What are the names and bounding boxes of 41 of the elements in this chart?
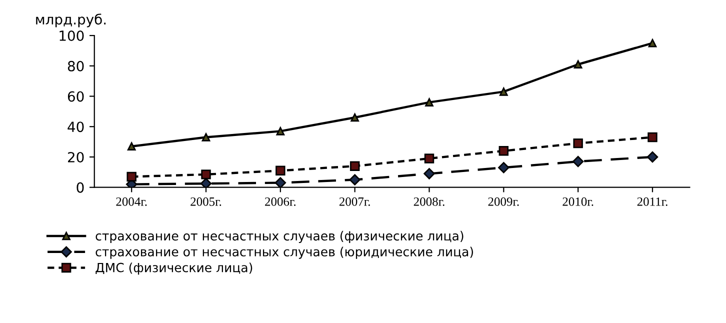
x-tick-label: 2004г. bbox=[116, 197, 147, 206]
y-tick-label: 40 bbox=[68, 122, 84, 132]
legend-label: ДМС (физические лица) bbox=[96, 262, 252, 275]
x-tick-label: 2011г. bbox=[637, 197, 668, 206]
point bbox=[276, 127, 285, 136]
point bbox=[648, 132, 658, 142]
point bbox=[350, 113, 359, 122]
y-tick-label: 20 bbox=[68, 152, 84, 162]
point bbox=[573, 138, 583, 148]
x-tick-label: 2005г. bbox=[190, 197, 222, 206]
y-tick-label: 60 bbox=[68, 91, 84, 102]
point bbox=[349, 174, 360, 186]
y-axis-title: млрд.руб. bbox=[36, 14, 106, 28]
point bbox=[572, 156, 584, 168]
point bbox=[498, 146, 509, 156]
point bbox=[498, 162, 510, 174]
x-tick-label: 2008г. bbox=[414, 197, 444, 206]
point bbox=[200, 178, 212, 188]
x-tick-label: 2007г. bbox=[339, 197, 370, 206]
x-tick-label: 2006г. bbox=[265, 197, 296, 206]
point bbox=[201, 170, 211, 180]
point bbox=[126, 172, 136, 182]
point bbox=[574, 60, 582, 69]
y-tick-label: 80 bbox=[68, 60, 84, 72]
x-tick-label: 2009г. bbox=[488, 197, 519, 206]
point bbox=[424, 168, 435, 180]
point bbox=[424, 154, 434, 164]
point bbox=[274, 177, 286, 188]
x-tick-label: 2010г. bbox=[562, 197, 594, 206]
y-tick-label: 0 bbox=[76, 182, 84, 193]
legend-label: страхование от несчастных случаев (физические лица) bbox=[96, 230, 464, 243]
point bbox=[202, 133, 210, 142]
y-tick-label: 100 bbox=[60, 30, 84, 42]
legend-label: страхование от несчастных случаев (юридические лица) bbox=[96, 246, 474, 259]
point bbox=[127, 142, 136, 151]
point bbox=[276, 166, 286, 176]
point bbox=[648, 38, 657, 48]
point bbox=[646, 151, 658, 163]
point bbox=[425, 98, 434, 106]
point bbox=[499, 88, 508, 96]
point bbox=[350, 161, 360, 171]
